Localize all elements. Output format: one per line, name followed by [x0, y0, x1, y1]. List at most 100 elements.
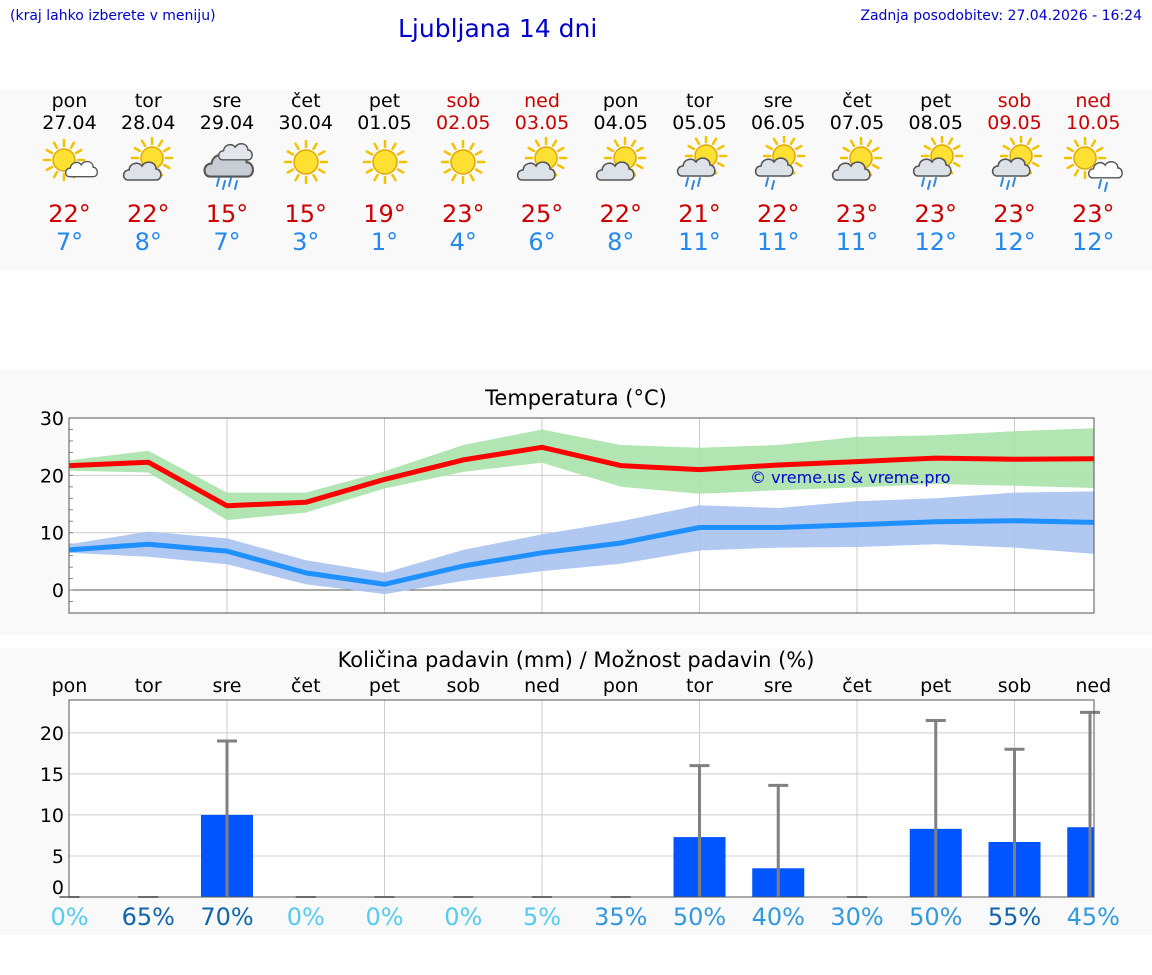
- day-name: čet: [842, 90, 872, 112]
- max-temperature: 15°: [205, 200, 249, 228]
- y-tick-label: 20: [40, 723, 64, 745]
- sun-cloud-right-rain-icon: [1064, 136, 1124, 192]
- page-title: Ljubljana 14 dni: [398, 14, 598, 43]
- max-temperature: 22°: [756, 200, 800, 228]
- precipitation-day-label: tor: [134, 675, 162, 697]
- day-name: pon: [51, 90, 88, 112]
- min-temperature: 8°: [607, 228, 635, 256]
- day-name: čet: [290, 90, 321, 112]
- location-hint: (kraj lahko izberete v meniju): [10, 8, 216, 24]
- day-date: 09.05: [987, 112, 1042, 134]
- sun-cloud-icon: [516, 136, 568, 181]
- precipitation-day-label: sob: [446, 675, 481, 697]
- day-column: čet 30.04 15° 3°: [266, 90, 346, 256]
- precipitation-day-label: čet: [842, 675, 872, 697]
- day-column: sob 09.05 23° 12°: [975, 90, 1055, 256]
- min-temperature: 4°: [449, 228, 477, 256]
- precipitation-day-label: pon: [602, 675, 639, 697]
- day-column: sob 02.05 23° 4°: [423, 90, 503, 256]
- day-column: pet 01.05 19° 1°: [345, 90, 425, 256]
- watermark: © vreme.us & vreme.pro: [750, 468, 951, 487]
- day-date: 07.05: [829, 112, 885, 134]
- max-temperature: 25°: [520, 200, 564, 228]
- precipitation-day-label: čet: [290, 675, 321, 697]
- day-date: 08.05: [908, 112, 963, 134]
- day-name: pon: [602, 90, 639, 112]
- precipitation-probability: 0%: [286, 903, 325, 931]
- precipitation-probability: 35%: [594, 903, 648, 931]
- sun-cloud-icon: [831, 136, 883, 181]
- min-temperature: 7°: [55, 228, 84, 256]
- max-temperature: 23°: [835, 200, 879, 228]
- min-temperature: 12°: [993, 228, 1036, 256]
- min-temperature: 12°: [914, 228, 958, 256]
- day-column: ned 03.05 25° 6°: [502, 90, 582, 256]
- last-update: Zadnja posodobitev: 27.04.2026 - 16:24: [860, 8, 1142, 24]
- day-name: pet: [368, 90, 401, 112]
- precipitation-probability: 0%: [444, 903, 483, 931]
- plot-frame: [68, 699, 1095, 898]
- precipitation-probability: 65%: [121, 903, 175, 931]
- day-date: 30.04: [278, 112, 333, 134]
- day-column: pet 08.05 23° 12°: [896, 90, 976, 256]
- precipitation-probability: 70%: [200, 903, 254, 931]
- max-temperature: 23°: [993, 200, 1036, 228]
- forecast-band: [0, 90, 1152, 270]
- day-name: tor: [134, 90, 162, 112]
- y-tick-label: 20: [40, 465, 64, 487]
- day-name: sob: [997, 90, 1032, 112]
- max-temperature: 19°: [363, 200, 406, 228]
- plot-frame: [68, 417, 1095, 614]
- day-column: tor 28.04 22° 8°: [108, 90, 188, 256]
- day-name: ned: [524, 90, 560, 112]
- precipitation-probability: 50%: [672, 903, 727, 931]
- day-column: tor 05.05 21° 11°: [660, 90, 740, 256]
- precipitation-probability: 45%: [1066, 903, 1120, 931]
- precipitation-probability: 50%: [909, 903, 963, 931]
- day-column: pon 04.05 22° 8°: [581, 90, 661, 256]
- max-temperature: 15°: [284, 200, 328, 228]
- y-tick-label: 10: [40, 805, 64, 827]
- y-tick-label: 0: [52, 580, 64, 602]
- max-temperature-line: [69, 444, 1095, 509]
- precipitation-day-label: pet: [368, 675, 401, 697]
- precipitation-chart-title: Količina padavin (mm) / Možnost padavin …: [337, 648, 815, 672]
- day-date: 01.05: [357, 112, 412, 134]
- min-temperature: 11°: [835, 228, 879, 256]
- rain-cloud-icon: [203, 143, 254, 190]
- precipitation-day-label: sre: [212, 675, 242, 697]
- precipitation-chart: 0 5 10 15 20: [40, 699, 1100, 899]
- precipitation-probability: 55%: [987, 903, 1042, 931]
- min-temperature: 12°: [1071, 228, 1115, 256]
- sun-cloud-icon: [123, 136, 174, 181]
- sun-small-cloud-icon: [42, 138, 98, 182]
- day-date: 27.04: [42, 112, 97, 134]
- max-temperature: 22°: [599, 200, 643, 228]
- min-temperature: 7°: [213, 228, 241, 256]
- day-name: sre: [763, 90, 793, 112]
- day-column: sre 06.05 22° 11°: [738, 90, 818, 256]
- min-temperature: 8°: [134, 228, 162, 256]
- temperature-chart: 0 10 20 30 © vreme.us & vreme.pro: [40, 408, 1095, 614]
- day-name: ned: [1075, 90, 1112, 112]
- temperature-chart-title: Temperatura (°C): [485, 386, 667, 410]
- max-temperature: 23°: [441, 200, 485, 228]
- day-column: čet 07.05 23° 11°: [817, 90, 897, 256]
- max-temperature: 21°: [678, 200, 721, 228]
- precipitation-probability: 30%: [830, 903, 884, 931]
- precipitation-day-label: sob: [997, 675, 1032, 697]
- day-date: 05.05: [672, 112, 727, 134]
- sun-icon: [362, 139, 407, 185]
- min-temperature: 11°: [678, 228, 721, 256]
- day-name: sob: [446, 90, 481, 112]
- max-temperature: 23°: [1071, 200, 1115, 228]
- day-date: 04.05: [593, 112, 648, 134]
- min-range-band: [69, 491, 1094, 595]
- y-tick-label: 30: [40, 408, 64, 430]
- precipitation-day-label: sre: [763, 675, 793, 697]
- day-column: ned 10.05 23° 12°: [1053, 90, 1133, 256]
- precipitation-day-label: tor: [686, 675, 713, 697]
- y-tick-label: 15: [40, 764, 64, 786]
- precipitation-day-label: ned: [524, 675, 560, 697]
- day-date: 28.04: [121, 112, 176, 134]
